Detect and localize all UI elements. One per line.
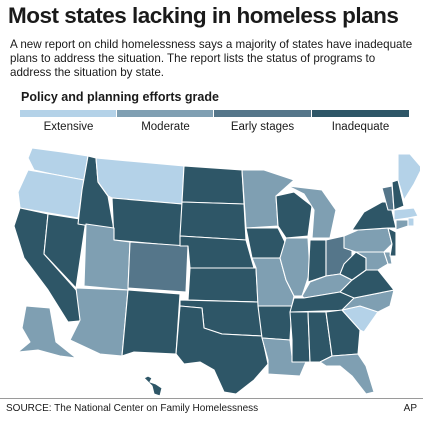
legend-swatch-inadequate: [312, 110, 409, 117]
state-ne: [179, 235, 255, 269]
state-ia: [245, 227, 287, 259]
state-wy: [111, 197, 183, 247]
state-ak: [17, 305, 77, 359]
legend-label-inadequate: Inadequate: [331, 121, 390, 133]
page-title: Most states lacking in homeless plans: [8, 3, 399, 28]
legend-label-extensive: Extensive: [43, 121, 94, 133]
state-nc: [341, 289, 395, 313]
state-la: [261, 337, 307, 377]
footer: SOURCE: The National Center on Family Ho…: [0, 398, 423, 421]
legend: Extensive Moderate Early stages Inadequa…: [20, 110, 409, 138]
state-ny: [351, 201, 397, 231]
us-map-svg: [13, 147, 420, 396]
legend-swatch-early-stages: [214, 110, 311, 117]
legend-label-early-stages: Early stages: [230, 121, 295, 133]
legend-label-moderate: Moderate: [141, 121, 190, 133]
state-nd: [181, 165, 245, 205]
state-or: [17, 169, 85, 219]
subtitle: A new report on child homelessness says …: [10, 38, 413, 79]
legend-title: Policy and planning efforts grade: [21, 90, 219, 104]
state-me: [397, 153, 420, 201]
state-ma: [393, 207, 419, 221]
state-ga: [325, 309, 361, 357]
state-ms: [289, 311, 311, 363]
state-ar: [257, 305, 293, 341]
state-il: [279, 237, 311, 297]
state-az: [69, 287, 129, 357]
state-co: [127, 241, 189, 293]
state-fl: [319, 353, 375, 395]
state-ks: [187, 267, 259, 303]
state-mt: [95, 157, 185, 205]
legend-swatch-extensive: [20, 110, 116, 117]
state-wi: [275, 191, 313, 239]
state-nj: [387, 227, 397, 257]
state-mi: [287, 185, 337, 239]
state-pa: [343, 227, 393, 253]
state-nm: [121, 289, 181, 357]
ap-credit: AP: [403, 403, 417, 414]
state-in: [307, 239, 327, 283]
us-map: [4, 140, 420, 396]
state-hi: [143, 375, 163, 396]
source-credit: SOURCE: The National Center on Family Ho…: [6, 403, 259, 414]
state-ct: [395, 219, 409, 231]
state-sd: [179, 201, 247, 241]
state-tx: [175, 305, 269, 395]
state-ri: [407, 217, 415, 227]
legend-swatch-moderate: [117, 110, 213, 117]
state-nh: [391, 179, 405, 211]
